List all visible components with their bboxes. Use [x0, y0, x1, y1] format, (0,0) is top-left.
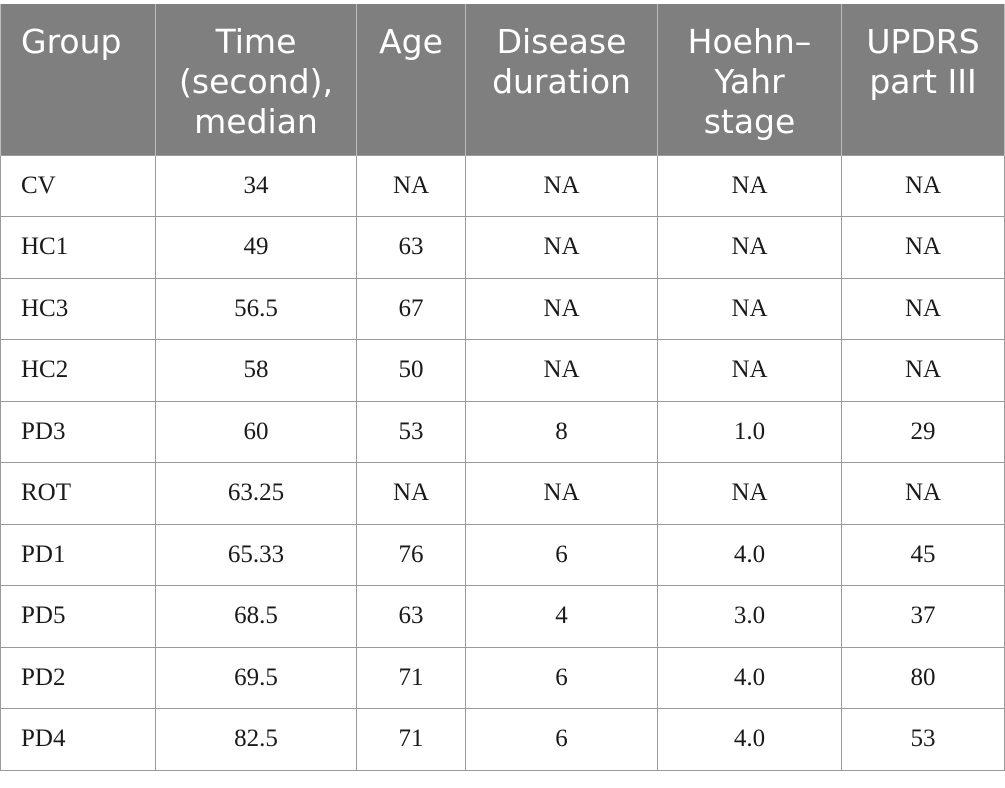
header-line: duration [492, 62, 631, 101]
cell-hoehn-yahr-stage: NA [657, 277, 842, 340]
cell-group: CV [0, 154, 156, 217]
table-row: PD1 65.33 76 6 4.0 45 [0, 523, 1005, 586]
cell-disease-duration: 4 [465, 585, 658, 648]
header-line: Age [379, 22, 443, 61]
cell-group: PD5 [0, 585, 156, 648]
cell-time: 34 [155, 154, 357, 217]
cell-age: 67 [356, 277, 466, 340]
cell-disease-duration: 6 [465, 646, 658, 709]
cell-time: 68.5 [155, 585, 357, 648]
cell-updrs-part-iii: 37 [841, 585, 1005, 648]
cell-disease-duration: NA [465, 216, 658, 279]
header-group: Group [0, 4, 156, 155]
header-line: Yahr [714, 62, 785, 101]
cell-hoehn-yahr-stage: NA [657, 462, 842, 525]
cell-updrs-part-iii: NA [841, 462, 1005, 525]
cell-hoehn-yahr-stage: 1.0 [657, 400, 842, 463]
cell-age: 76 [356, 523, 466, 586]
table-row: PD4 82.5 71 6 4.0 53 [0, 708, 1005, 771]
cell-age: 50 [356, 339, 466, 402]
cell-group: HC2 [0, 339, 156, 402]
table-row: ROT 63.25 NA NA NA NA [0, 462, 1005, 525]
header-disease-duration: Disease duration [465, 4, 658, 155]
cell-group: PD3 [0, 400, 156, 463]
cell-time: 49 [155, 216, 357, 279]
cell-time: 56.5 [155, 277, 357, 340]
cell-time: 82.5 [155, 708, 357, 771]
data-table: Group Time (second), median Age Disease … [0, 4, 1005, 771]
header-line: (second), [179, 62, 333, 101]
header-age: Age [356, 4, 466, 155]
table-header: Group Time (second), median Age Disease … [0, 4, 1005, 155]
cell-hoehn-yahr-stage: 3.0 [657, 585, 842, 648]
cell-time: 60 [155, 400, 357, 463]
cell-hoehn-yahr-stage: 4.0 [657, 646, 842, 709]
cell-hoehn-yahr-stage: 4.0 [657, 523, 842, 586]
table-body: CV 34 NA NA NA NA HC1 49 63 NA NA NA HC3 56.5 67 NA NA NA… [0, 154, 1005, 771]
cell-group: ROT [0, 462, 156, 525]
cell-time: 65.33 [155, 523, 357, 586]
cell-time: 58 [155, 339, 357, 402]
header-hoehn-yahr-stage: Hoehn– Yahr stage [657, 4, 842, 155]
table-row: PD3 60 53 8 1.0 29 [0, 400, 1005, 463]
cell-disease-duration: NA [465, 462, 658, 525]
table-row: PD2 69.5 71 6 4.0 80 [0, 646, 1005, 709]
cell-time: 63.25 [155, 462, 357, 525]
header-line: UPDRS [866, 22, 980, 61]
cell-group: PD2 [0, 646, 156, 709]
cell-hoehn-yahr-stage: NA [657, 216, 842, 279]
cell-disease-duration: 6 [465, 708, 658, 771]
cell-age: 53 [356, 400, 466, 463]
cell-hoehn-yahr-stage: NA [657, 339, 842, 402]
header-row: Group Time (second), median Age Disease … [0, 4, 1005, 155]
cell-disease-duration: NA [465, 154, 658, 217]
cell-age: 63 [356, 216, 466, 279]
cell-disease-duration: 6 [465, 523, 658, 586]
cell-disease-duration: NA [465, 339, 658, 402]
cell-disease-duration: 8 [465, 400, 658, 463]
table-row: HC1 49 63 NA NA NA [0, 216, 1005, 279]
cell-hoehn-yahr-stage: NA [657, 154, 842, 217]
header-updrs-part-iii: UPDRS part III [841, 4, 1005, 155]
header-line: part III [869, 62, 977, 101]
header-line: Time [215, 22, 297, 61]
cell-updrs-part-iii: 45 [841, 523, 1005, 586]
cell-time: 69.5 [155, 646, 357, 709]
header-time: Time (second), median [155, 4, 357, 155]
table-row: HC2 58 50 NA NA NA [0, 339, 1005, 402]
cell-age: 71 [356, 646, 466, 709]
cell-updrs-part-iii: NA [841, 277, 1005, 340]
table-row: HC3 56.5 67 NA NA NA [0, 277, 1005, 340]
cell-disease-duration: NA [465, 277, 658, 340]
cell-updrs-part-iii: NA [841, 154, 1005, 217]
cell-updrs-part-iii: 29 [841, 400, 1005, 463]
cell-updrs-part-iii: NA [841, 216, 1005, 279]
header-line: Group [21, 22, 122, 61]
header-line: Hoehn– [687, 22, 812, 61]
cell-age: 71 [356, 708, 466, 771]
table-row: PD5 68.5 63 4 3.0 37 [0, 585, 1005, 648]
header-line: Disease [496, 22, 627, 61]
cell-group: HC3 [0, 277, 156, 340]
table-row: CV 34 NA NA NA NA [0, 154, 1005, 217]
cell-hoehn-yahr-stage: 4.0 [657, 708, 842, 771]
cell-updrs-part-iii: 53 [841, 708, 1005, 771]
cell-group: PD1 [0, 523, 156, 586]
cell-age: NA [356, 462, 466, 525]
cell-updrs-part-iii: 80 [841, 646, 1005, 709]
cell-age: 63 [356, 585, 466, 648]
cell-age: NA [356, 154, 466, 217]
header-line: median [194, 102, 318, 141]
cell-group: PD4 [0, 708, 156, 771]
header-line: stage [703, 102, 796, 141]
cell-group: HC1 [0, 216, 156, 279]
cell-updrs-part-iii: NA [841, 339, 1005, 402]
